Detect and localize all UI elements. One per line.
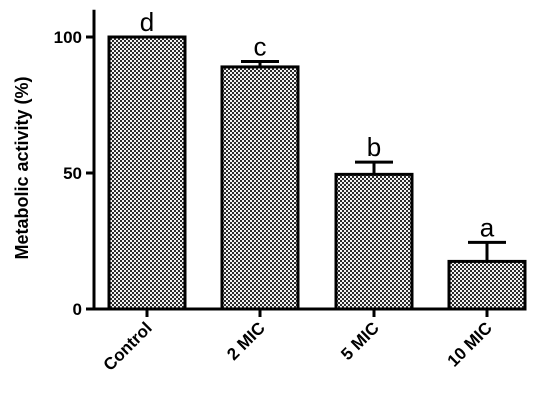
y-axis: 0 50 100 [54, 9, 96, 319]
x-axis: Control 2 MIC 5 MIC 10 MIC [94, 307, 520, 375]
y-tick-label: 0 [73, 300, 82, 319]
x-tick-label: 5 MIC [337, 318, 382, 363]
x-tick-label: 10 MIC [444, 318, 496, 370]
bar-control [107, 35, 187, 311]
bar-10-mic [447, 259, 527, 311]
significance-label: d [140, 7, 154, 37]
significance-label: a [480, 212, 495, 242]
bars: d c b a [107, 7, 527, 311]
significance-label: c [254, 31, 267, 61]
y-axis-title: Metabolic activity (%) [12, 76, 32, 259]
bar-5-mic [334, 172, 414, 311]
significance-label: b [367, 132, 381, 162]
bar-2-mic [220, 65, 300, 311]
x-tick-label: 2 MIC [223, 318, 268, 363]
x-tick-label: Control [100, 318, 156, 374]
y-tick-label: 100 [54, 28, 82, 47]
y-tick-label: 50 [63, 164, 82, 183]
